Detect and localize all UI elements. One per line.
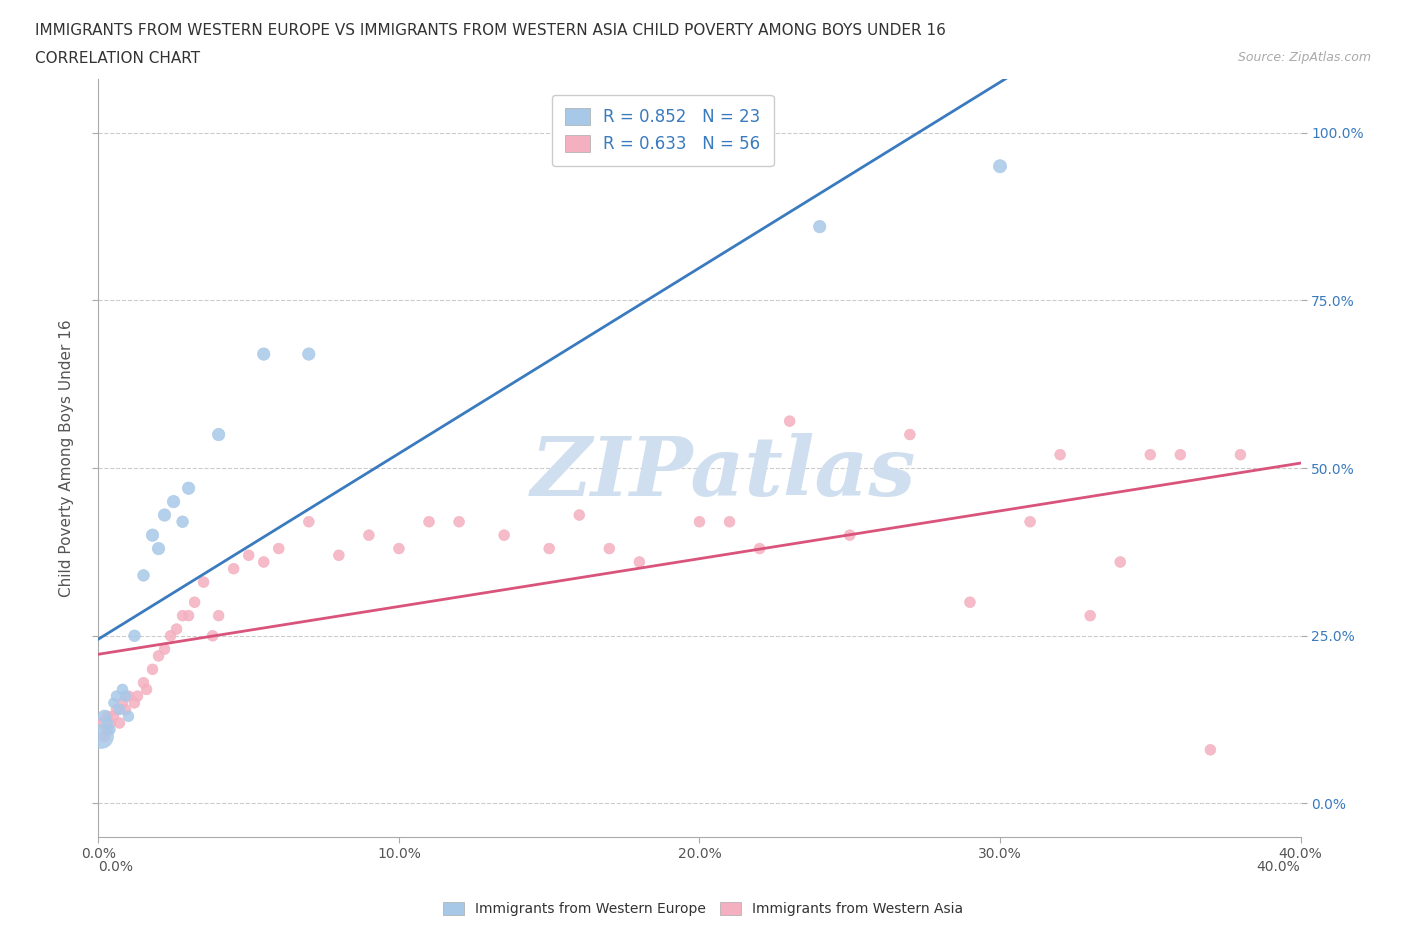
Point	[718, 514, 741, 529]
Point	[153, 642, 176, 657]
Point	[447, 514, 470, 529]
Point	[689, 514, 711, 529]
Point	[1019, 514, 1042, 529]
Point	[1170, 447, 1192, 462]
Point	[298, 347, 321, 362]
Point	[141, 662, 163, 677]
Point	[96, 723, 118, 737]
Point	[100, 715, 122, 730]
Legend: R = 0.852   N = 23, R = 0.633   N = 56: R = 0.852 N = 23, R = 0.633 N = 56	[551, 95, 773, 166]
Point	[598, 541, 620, 556]
Point	[298, 514, 321, 529]
Text: ZIPatlas: ZIPatlas	[531, 433, 917, 513]
Point	[183, 595, 205, 610]
Point	[201, 629, 224, 644]
Point	[172, 514, 194, 529]
Point	[108, 715, 131, 730]
Point	[748, 541, 770, 556]
Point	[568, 508, 591, 523]
Point	[111, 696, 134, 711]
Text: CORRELATION CHART: CORRELATION CHART	[35, 51, 200, 66]
Text: Source: ZipAtlas.com: Source: ZipAtlas.com	[1237, 51, 1371, 64]
Y-axis label: Child Poverty Among Boys Under 16: Child Poverty Among Boys Under 16	[59, 319, 75, 597]
Point	[988, 159, 1011, 174]
Point	[124, 629, 146, 644]
Point	[357, 527, 380, 542]
Point	[494, 527, 516, 542]
Point	[132, 675, 155, 690]
Point	[159, 629, 181, 644]
Point	[166, 621, 188, 636]
Legend: Immigrants from Western Europe, Immigrants from Western Asia: Immigrants from Western Europe, Immigran…	[436, 896, 970, 923]
Point	[96, 709, 118, 724]
Point	[1109, 554, 1132, 569]
Point	[93, 729, 115, 744]
Point	[267, 541, 290, 556]
Text: 40.0%: 40.0%	[1257, 860, 1301, 874]
Point	[132, 568, 155, 583]
Point	[90, 729, 112, 744]
Point	[135, 682, 157, 697]
Point	[114, 689, 136, 704]
Point	[103, 696, 125, 711]
Point	[148, 541, 170, 556]
Point	[105, 689, 128, 704]
Point	[162, 494, 184, 509]
Point	[1049, 447, 1071, 462]
Point	[388, 541, 411, 556]
Point	[177, 608, 200, 623]
Point	[105, 702, 128, 717]
Point	[108, 702, 131, 717]
Point	[90, 715, 112, 730]
Point	[127, 689, 149, 704]
Point	[538, 541, 561, 556]
Point	[96, 715, 118, 730]
Point	[177, 481, 200, 496]
Point	[779, 414, 801, 429]
Point	[808, 219, 831, 234]
Point	[838, 527, 860, 542]
Point	[208, 427, 231, 442]
Point	[208, 608, 231, 623]
Point	[114, 702, 136, 717]
Point	[418, 514, 440, 529]
Text: 0.0%: 0.0%	[98, 860, 134, 874]
Point	[141, 527, 163, 542]
Point	[628, 554, 651, 569]
Point	[1199, 742, 1222, 757]
Point	[193, 575, 215, 590]
Point	[153, 508, 176, 523]
Point	[100, 723, 122, 737]
Point	[328, 548, 350, 563]
Point	[93, 709, 115, 724]
Text: IMMIGRANTS FROM WESTERN EUROPE VS IMMIGRANTS FROM WESTERN ASIA CHILD POVERTY AMO: IMMIGRANTS FROM WESTERN EUROPE VS IMMIGR…	[35, 23, 946, 38]
Point	[898, 427, 921, 442]
Point	[1229, 447, 1251, 462]
Point	[1139, 447, 1161, 462]
Point	[959, 595, 981, 610]
Point	[117, 709, 139, 724]
Point	[111, 682, 134, 697]
Point	[253, 554, 276, 569]
Point	[222, 562, 245, 577]
Point	[172, 608, 194, 623]
Point	[253, 347, 276, 362]
Point	[103, 709, 125, 724]
Point	[238, 548, 260, 563]
Point	[124, 696, 146, 711]
Point	[117, 689, 139, 704]
Point	[148, 648, 170, 663]
Point	[1078, 608, 1101, 623]
